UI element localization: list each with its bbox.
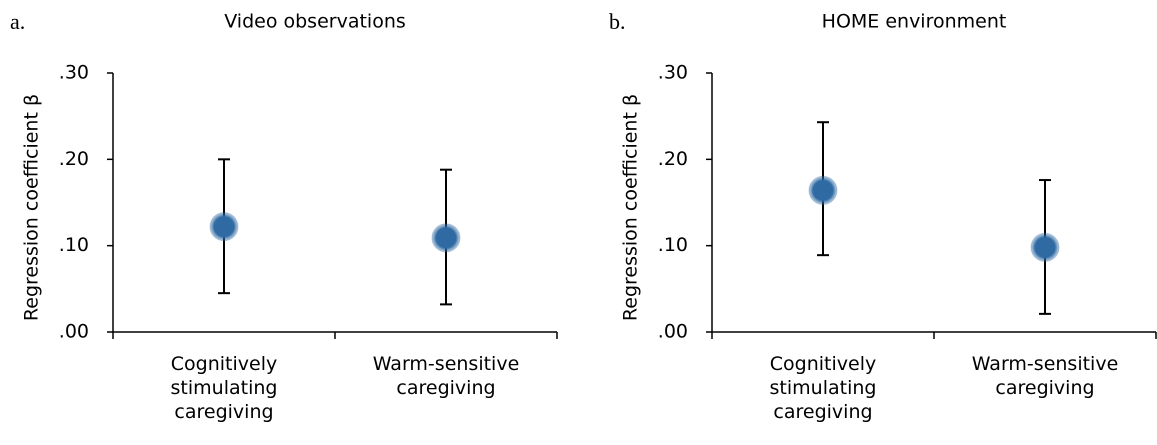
y-tick-label: .00 (658, 321, 688, 343)
dot (431, 223, 461, 253)
y-tick-label: .10 (59, 234, 89, 256)
x-tick-label: Cognitively stimulating caregiving (769, 353, 877, 423)
panel-label: b. (609, 9, 626, 34)
y-tick-label: .30 (59, 62, 89, 84)
panel-label: a. (10, 9, 25, 34)
dot (1030, 232, 1060, 262)
chart-title: Video observations (224, 11, 406, 33)
dot (808, 175, 838, 205)
y-tick-label: .20 (59, 148, 89, 170)
y-axis-label: Regression coefficient β (620, 94, 642, 321)
x-tick-label: Warm-sensitive caregiving (971, 353, 1119, 399)
y-tick-label: .30 (658, 62, 688, 84)
y-axis-label: Regression coefficient β (21, 94, 43, 321)
y-tick-label: .20 (658, 148, 688, 170)
dot (209, 212, 239, 242)
x-tick-label: Warm-sensitive caregiving (372, 353, 520, 399)
y-tick-label: .00 (59, 321, 89, 343)
y-tick-label: .10 (658, 234, 688, 256)
chart-title: HOME environment (822, 11, 1007, 33)
x-tick-label: Cognitively stimulating caregiving (170, 353, 278, 423)
